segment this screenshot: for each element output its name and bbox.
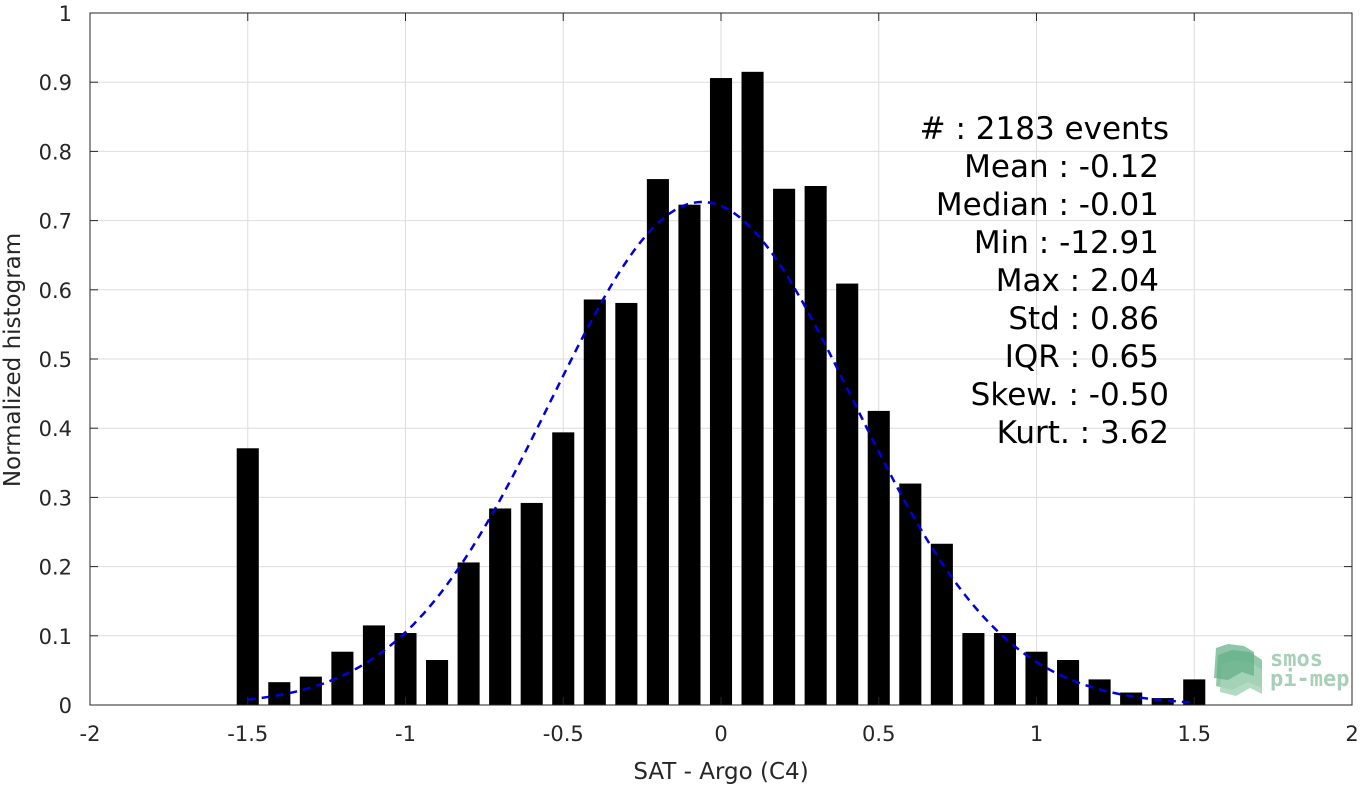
statistic-line: Max : 2.04 (996, 263, 1159, 299)
statistic-line: Skew. : -0.50 (971, 377, 1169, 413)
histogram-bar (804, 186, 827, 705)
y-tick-label: 0.2 (39, 556, 72, 580)
y-tick-label: 0.6 (39, 279, 72, 303)
statistic-line: Median : -0.01 (936, 187, 1159, 223)
histogram-bar (426, 660, 449, 705)
logo-line-1: smos (1270, 647, 1323, 672)
histogram-bar (1120, 692, 1143, 705)
histogram-bar (268, 682, 291, 705)
statistic-line: Std : 0.86 (1008, 301, 1159, 337)
y-tick-label: 0.8 (39, 140, 72, 164)
statistic-line: Mean : -0.12 (964, 149, 1159, 185)
histogram-bar (489, 508, 512, 705)
histogram-bar (709, 78, 733, 706)
histogram-bar (993, 633, 1016, 705)
logo-line-2: pi-mep (1270, 667, 1349, 692)
y-tick-label: 0 (59, 694, 72, 718)
histogram-bar (394, 633, 417, 705)
histogram-bar (299, 676, 322, 705)
x-axis-label: SAT - Argo (C4) (633, 759, 808, 785)
histogram-bar (583, 299, 606, 705)
histogram-bar (1057, 660, 1080, 705)
histogram-bar (867, 410, 890, 705)
histogram-bar (741, 71, 764, 705)
statistic-line: # : 2183 events (920, 111, 1169, 147)
statistic-line: Kurt. : 3.62 (997, 415, 1169, 451)
y-tick-label: 0.7 (39, 210, 72, 234)
histogram-bar (552, 432, 575, 705)
logo-wave-icon (1214, 644, 1262, 696)
x-tick-label: 1.5 (1178, 722, 1211, 746)
histogram-bar (836, 283, 859, 705)
statistic-line: IQR : 0.65 (1005, 339, 1159, 375)
histogram-bar (236, 448, 259, 705)
histogram-bar (615, 302, 638, 705)
histogram-bar (520, 502, 543, 705)
histogram-bar (773, 188, 796, 705)
x-tick-label: -1 (395, 722, 416, 746)
x-tick-label: 0 (714, 722, 727, 746)
histogram-bar (646, 179, 669, 705)
y-tick-labels: 0 0.1 0.2 0.3 0.4 0.5 0.6 0.7 0.8 0.9 1 (39, 2, 72, 718)
x-tick-label: 0.5 (862, 722, 895, 746)
x-tick-label: -2 (80, 722, 101, 746)
histogram-bar (1088, 679, 1111, 705)
histogram-bars (236, 71, 1206, 706)
y-tick-label: 1 (59, 2, 72, 26)
histogram-bar (962, 633, 985, 705)
x-tick-label: -0.5 (543, 722, 584, 746)
y-tick-label: 0.9 (39, 71, 72, 95)
histogram-bar (899, 483, 922, 705)
histogram-bar (930, 543, 953, 705)
smos-pimep-logo: smos pi-mep (1214, 644, 1349, 696)
y-tick-label: 0.4 (39, 417, 72, 441)
histogram-bar (1183, 679, 1206, 705)
histogram-bar (1151, 698, 1174, 705)
gaussian-fit-curve (247, 200, 1195, 704)
x-tick-label: 2 (1345, 722, 1358, 746)
y-tick-label: 0.3 (39, 486, 72, 510)
x-tick-label: 1 (1030, 722, 1043, 746)
axis-ticks (89, 12, 1353, 706)
histogram-bar (678, 204, 701, 705)
x-tick-label: -1.5 (227, 722, 268, 746)
histogram-bar (331, 651, 354, 705)
y-axis-label: Normalized histogram (0, 233, 26, 487)
histogram-bar (362, 625, 385, 705)
y-tick-label: 0.1 (39, 625, 72, 649)
statistic-line: Min : -12.91 (974, 225, 1159, 261)
x-tick-labels: -2 -1.5 -1 -0.5 0 0.5 1 1.5 2 (80, 722, 1359, 746)
y-tick-label: 0.5 (39, 348, 72, 372)
histogram-bar (457, 562, 480, 705)
